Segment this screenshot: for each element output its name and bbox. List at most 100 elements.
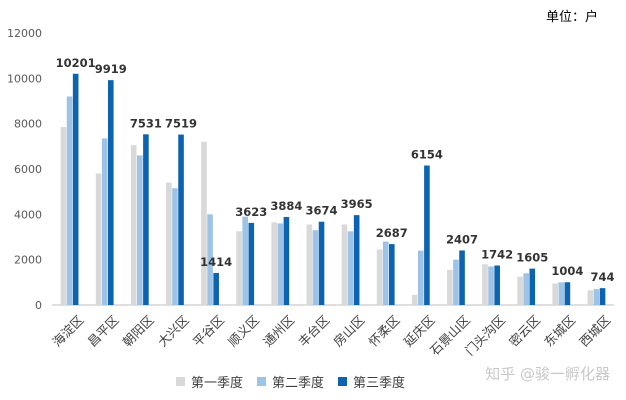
data-label: 10201 bbox=[56, 56, 96, 70]
bar-2-9 bbox=[347, 231, 354, 305]
data-label: 3674 bbox=[306, 204, 338, 218]
bar-3-2 bbox=[107, 80, 114, 305]
bar-2-7 bbox=[277, 223, 284, 305]
x-tick-label: 昌平区 bbox=[84, 312, 121, 349]
bar-3-11 bbox=[424, 165, 430, 305]
legend-swatch-q2 bbox=[257, 377, 267, 386]
bar-1-1 bbox=[60, 127, 67, 305]
bar-1-5 bbox=[201, 141, 207, 305]
bar-3-6 bbox=[248, 222, 255, 305]
data-label: 3623 bbox=[235, 205, 267, 219]
bar-2-6 bbox=[242, 216, 248, 305]
y-tick-label: 4000 bbox=[14, 208, 42, 221]
legend-item-q1: 第一季度 bbox=[176, 372, 243, 391]
bar-1-13 bbox=[482, 264, 488, 305]
bar-1-7 bbox=[271, 222, 278, 305]
watermark: 知乎 @骏一孵化器 bbox=[485, 365, 610, 383]
bar-3-12 bbox=[459, 250, 465, 305]
data-label: 744 bbox=[591, 270, 615, 284]
data-label: 2407 bbox=[446, 232, 478, 246]
bar-3-8 bbox=[318, 221, 325, 305]
bar-2-1 bbox=[66, 96, 73, 305]
x-tick-label: 怀柔区 bbox=[365, 312, 402, 349]
bar-2-13 bbox=[488, 266, 494, 305]
legend: 第一季度 第二季度 第三季度 bbox=[176, 372, 405, 391]
bar-2-15 bbox=[558, 282, 565, 305]
bar-3-10 bbox=[388, 244, 395, 305]
legend-label-q1: 第一季度 bbox=[191, 376, 244, 391]
legend-swatch-q1 bbox=[176, 377, 185, 386]
data-label: 1605 bbox=[516, 251, 548, 265]
data-label: 3884 bbox=[270, 199, 302, 213]
bar-3-3 bbox=[143, 134, 149, 305]
y-tick-label: 12000 bbox=[7, 27, 42, 40]
bar-2-12 bbox=[453, 259, 459, 305]
bar-2-16 bbox=[593, 289, 600, 305]
bar-1-11 bbox=[411, 294, 418, 305]
bar-2-14 bbox=[523, 273, 529, 305]
legend-label-q3: 第三季度 bbox=[353, 376, 406, 391]
bar-3-7 bbox=[283, 216, 290, 305]
x-tick-label: 西城区 bbox=[576, 312, 613, 349]
unit-label: 单位：户 bbox=[545, 10, 598, 25]
data-label: 6154 bbox=[411, 148, 443, 162]
bar-1-6 bbox=[236, 231, 242, 305]
x-axis-ticks: 海淀区昌平区朝阳区大兴区平谷区顺义区通州区丰台区房山区怀柔区延庆区石景山区门头沟… bbox=[49, 312, 613, 358]
bar-1-4 bbox=[166, 182, 172, 305]
y-axis-ticks: 0 2000 4000 6000 8000 10000 12000 bbox=[7, 27, 42, 312]
bar-2-3 bbox=[137, 155, 143, 305]
bar-3-14 bbox=[529, 268, 536, 305]
bar-2-5 bbox=[207, 214, 213, 305]
data-label: 3965 bbox=[341, 197, 373, 211]
bar-3-4 bbox=[178, 134, 184, 305]
bar-1-16 bbox=[587, 290, 594, 305]
bar-3-1 bbox=[72, 73, 79, 305]
x-tick-label: 海淀区 bbox=[49, 312, 86, 349]
bar-1-2 bbox=[95, 173, 102, 305]
x-tick-label: 密云区 bbox=[506, 312, 543, 349]
bars-group bbox=[60, 73, 606, 305]
y-tick-label: 0 bbox=[35, 299, 42, 312]
data-label: 9919 bbox=[95, 62, 127, 76]
y-tick-label: 2000 bbox=[14, 254, 42, 267]
data-label: 1414 bbox=[200, 255, 232, 269]
bar-1-12 bbox=[447, 269, 453, 305]
y-tick-label: 6000 bbox=[14, 163, 42, 176]
bar-3-16 bbox=[599, 288, 606, 305]
x-tick-label: 朝阳区 bbox=[120, 312, 157, 349]
x-tick-label: 丰台区 bbox=[295, 312, 332, 349]
bar-2-2 bbox=[101, 138, 108, 305]
data-label: 1004 bbox=[551, 264, 583, 278]
bar-1-9 bbox=[341, 224, 348, 305]
x-tick-label: 平谷区 bbox=[190, 312, 227, 349]
bar-1-15 bbox=[552, 283, 559, 305]
bar-1-3 bbox=[130, 145, 137, 305]
bar-3-13 bbox=[494, 265, 500, 305]
x-tick-label: 房山区 bbox=[330, 312, 367, 349]
data-label: 1742 bbox=[481, 248, 513, 262]
legend-item-q3: 第三季度 bbox=[338, 372, 405, 391]
legend-item-q2: 第二季度 bbox=[257, 372, 324, 391]
x-tick-label: 通州区 bbox=[260, 312, 297, 349]
x-tick-label: 顺义区 bbox=[225, 312, 262, 349]
bar-3-9 bbox=[353, 215, 360, 305]
bar-2-10 bbox=[382, 241, 389, 305]
bar-2-4 bbox=[172, 188, 178, 305]
bar-1-14 bbox=[517, 276, 523, 305]
data-labels: 10201 9919 7531 7519 1414 3623 3884 3674 3965 268… bbox=[56, 56, 615, 284]
bar-1-10 bbox=[376, 249, 383, 305]
legend-label-q2: 第二季度 bbox=[272, 376, 325, 391]
bar-3-15 bbox=[564, 282, 571, 305]
data-label: 7531 bbox=[130, 116, 162, 130]
data-label: 7519 bbox=[165, 117, 197, 131]
legend-swatch-q3 bbox=[338, 377, 348, 386]
bar-2-8 bbox=[312, 230, 319, 305]
y-tick-label: 8000 bbox=[14, 118, 42, 131]
bar-2-11 bbox=[418, 250, 424, 305]
x-tick-label: 大兴区 bbox=[155, 312, 192, 349]
x-tick-label: 东城区 bbox=[541, 312, 578, 349]
bar-1-8 bbox=[306, 224, 313, 305]
y-tick-label: 10000 bbox=[7, 72, 42, 85]
bar-3-5 bbox=[213, 272, 219, 305]
